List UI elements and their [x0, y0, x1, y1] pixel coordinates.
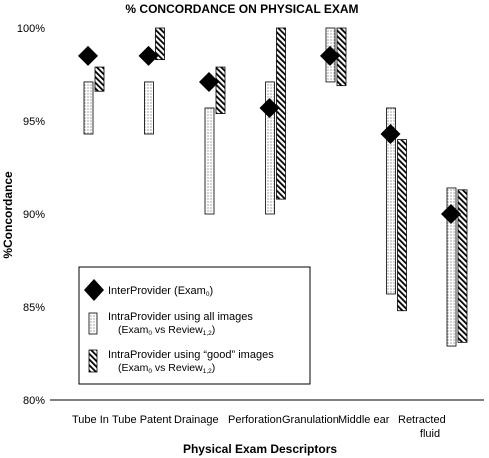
x-tick-label: Drainage	[174, 414, 219, 426]
dotted-range-bar	[204, 107, 215, 215]
legend-diamond-marker	[84, 279, 104, 301]
x-axis-label: Physical Exam Descriptors	[183, 442, 337, 456]
legend-hatched-swatch	[88, 349, 98, 373]
series-markers	[78, 45, 461, 224]
legend-good-images-line1: IntraProvider using “good” images	[108, 349, 274, 361]
interprovider-diamond	[380, 124, 401, 145]
legend-interprovider-label: InterProvider (Exam0)	[108, 285, 213, 298]
x-tick-label: Granulation	[282, 414, 339, 426]
hatched-range-bar	[276, 27, 286, 200]
legend-interprovider-sub: 0	[206, 291, 210, 298]
dotted-range-bar	[83, 81, 94, 135]
legend-all-images-main: (Exam	[118, 324, 149, 336]
x-tick-label-line2: fluid	[420, 428, 440, 440]
interprovider-diamond	[138, 45, 159, 66]
hatched-range-bar	[215, 66, 226, 114]
legend-all-images-mid: vs Review	[152, 324, 203, 336]
series-bars	[83, 27, 468, 347]
y-tick-label: 90%	[23, 209, 45, 221]
x-tick-label: Retracted	[398, 414, 446, 426]
x-tick-label: Tube Patent	[112, 414, 172, 426]
hatched-range-bar	[457, 189, 468, 343]
dotted-range-bar	[144, 81, 154, 135]
y-tick-label: 100%	[17, 23, 45, 35]
y-axis-label: %Concordance	[1, 171, 15, 259]
legend-good-images-line2: (Exam0 vs Review1,2)	[118, 362, 215, 375]
interprovider-diamond	[259, 97, 280, 118]
hatched-range-bar	[397, 139, 407, 312]
legend-all-images-sub2: 1,2	[203, 330, 212, 337]
x-tick-label: Perforation	[228, 414, 282, 426]
interprovider-diamond	[199, 71, 219, 92]
legend-good-images-main: (Exam	[118, 362, 149, 374]
legend-good-images-sub2: 1,2	[203, 368, 212, 375]
legend-all-images-tail: )	[212, 324, 216, 336]
interprovider-diamond	[78, 45, 98, 66]
legend-good-images-mid: vs Review	[152, 362, 203, 374]
dotted-range-bar	[446, 187, 457, 347]
x-tick-label: Middle ear	[338, 414, 390, 426]
y-axis-tick-labels: 80% 85% 90% 95% 100%	[17, 23, 45, 407]
hatched-range-bar	[94, 66, 105, 92]
x-tick-label: Tube In	[72, 414, 109, 426]
legend: InterProvider (Exam0) IntraProvider usin…	[78, 266, 311, 385]
x-axis-tick-labels: Tube In Tube Patent Drainage Perforation Gra…	[72, 414, 446, 440]
legend-all-images-sub1: 0	[148, 330, 152, 337]
y-tick-label: 80%	[23, 395, 45, 407]
legend-all-images-line1: IntraProvider using all images	[108, 311, 253, 323]
legend-dotted-swatch	[88, 312, 98, 335]
legend-interprovider-main: InterProvider (Exam	[108, 285, 206, 297]
legend-all-images-line2: (Exam0 vs Review1,2)	[118, 324, 215, 337]
legend-box	[78, 266, 311, 385]
legend-good-images-sub1: 0	[148, 368, 152, 375]
hatched-range-bar	[155, 27, 165, 61]
y-tick-label: 85%	[23, 302, 45, 314]
interprovider-diamond	[441, 204, 461, 224]
dotted-range-bar	[265, 81, 275, 215]
legend-good-images-tail: )	[212, 362, 216, 374]
dotted-range-bar	[386, 107, 396, 295]
interprovider-diamond	[320, 45, 340, 66]
legend-interprovider-tail: )	[209, 285, 213, 297]
y-tick-label: 95%	[23, 116, 45, 128]
chart-title: % CONCORDANCE ON PHYSICAL EXAM	[125, 2, 358, 16]
